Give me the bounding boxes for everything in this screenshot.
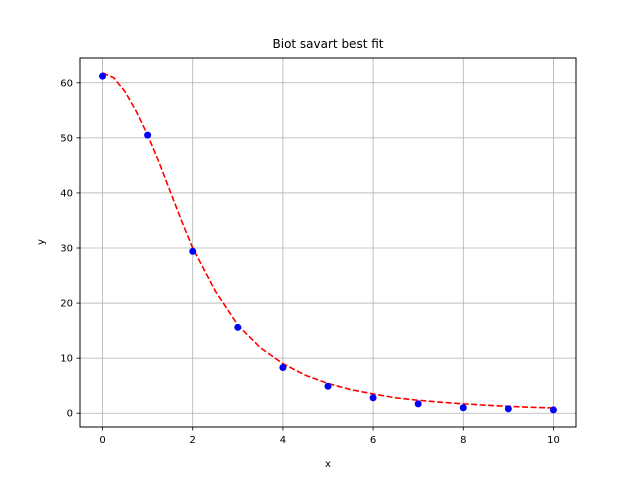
data-point — [549, 406, 557, 414]
plot-frame — [79, 57, 577, 428]
data-point — [234, 323, 242, 331]
y-tick-label: 40 — [60, 188, 73, 199]
data-point — [189, 247, 197, 255]
fit-curve-layer — [102, 72, 554, 409]
x-axis-label: x — [325, 459, 331, 470]
y-axis-label: y — [36, 239, 47, 245]
data-point — [324, 382, 332, 390]
x-tick-label: 10 — [547, 435, 560, 446]
y-tick-label: 20 — [60, 299, 73, 310]
data-point — [504, 405, 512, 413]
y-tick-label: 10 — [60, 354, 73, 365]
data-points-layer — [99, 72, 557, 414]
y-tick-label: 60 — [60, 78, 73, 89]
x-tick-label: 0 — [99, 435, 105, 446]
x-tick-label: 2 — [190, 435, 196, 446]
data-point — [414, 400, 422, 408]
y-tick-label: 0 — [67, 409, 73, 420]
ticks: 0 2 4 6 8 10 0 10 20 30 40 50 60 — [60, 78, 560, 446]
x-tick-label: 8 — [460, 435, 466, 446]
y-tick-label: 50 — [60, 133, 73, 144]
chart-title: Biot savart best fit — [273, 37, 384, 51]
data-point — [369, 394, 377, 402]
x-tick-label: 4 — [280, 435, 286, 446]
x-tick-label: 6 — [370, 435, 376, 446]
fit-curve-line — [102, 72, 554, 409]
data-point — [279, 364, 287, 372]
y-tick-label: 30 — [60, 244, 73, 255]
data-point — [99, 72, 107, 80]
data-point — [144, 131, 152, 139]
data-point — [459, 404, 467, 412]
grid — [80, 58, 576, 427]
